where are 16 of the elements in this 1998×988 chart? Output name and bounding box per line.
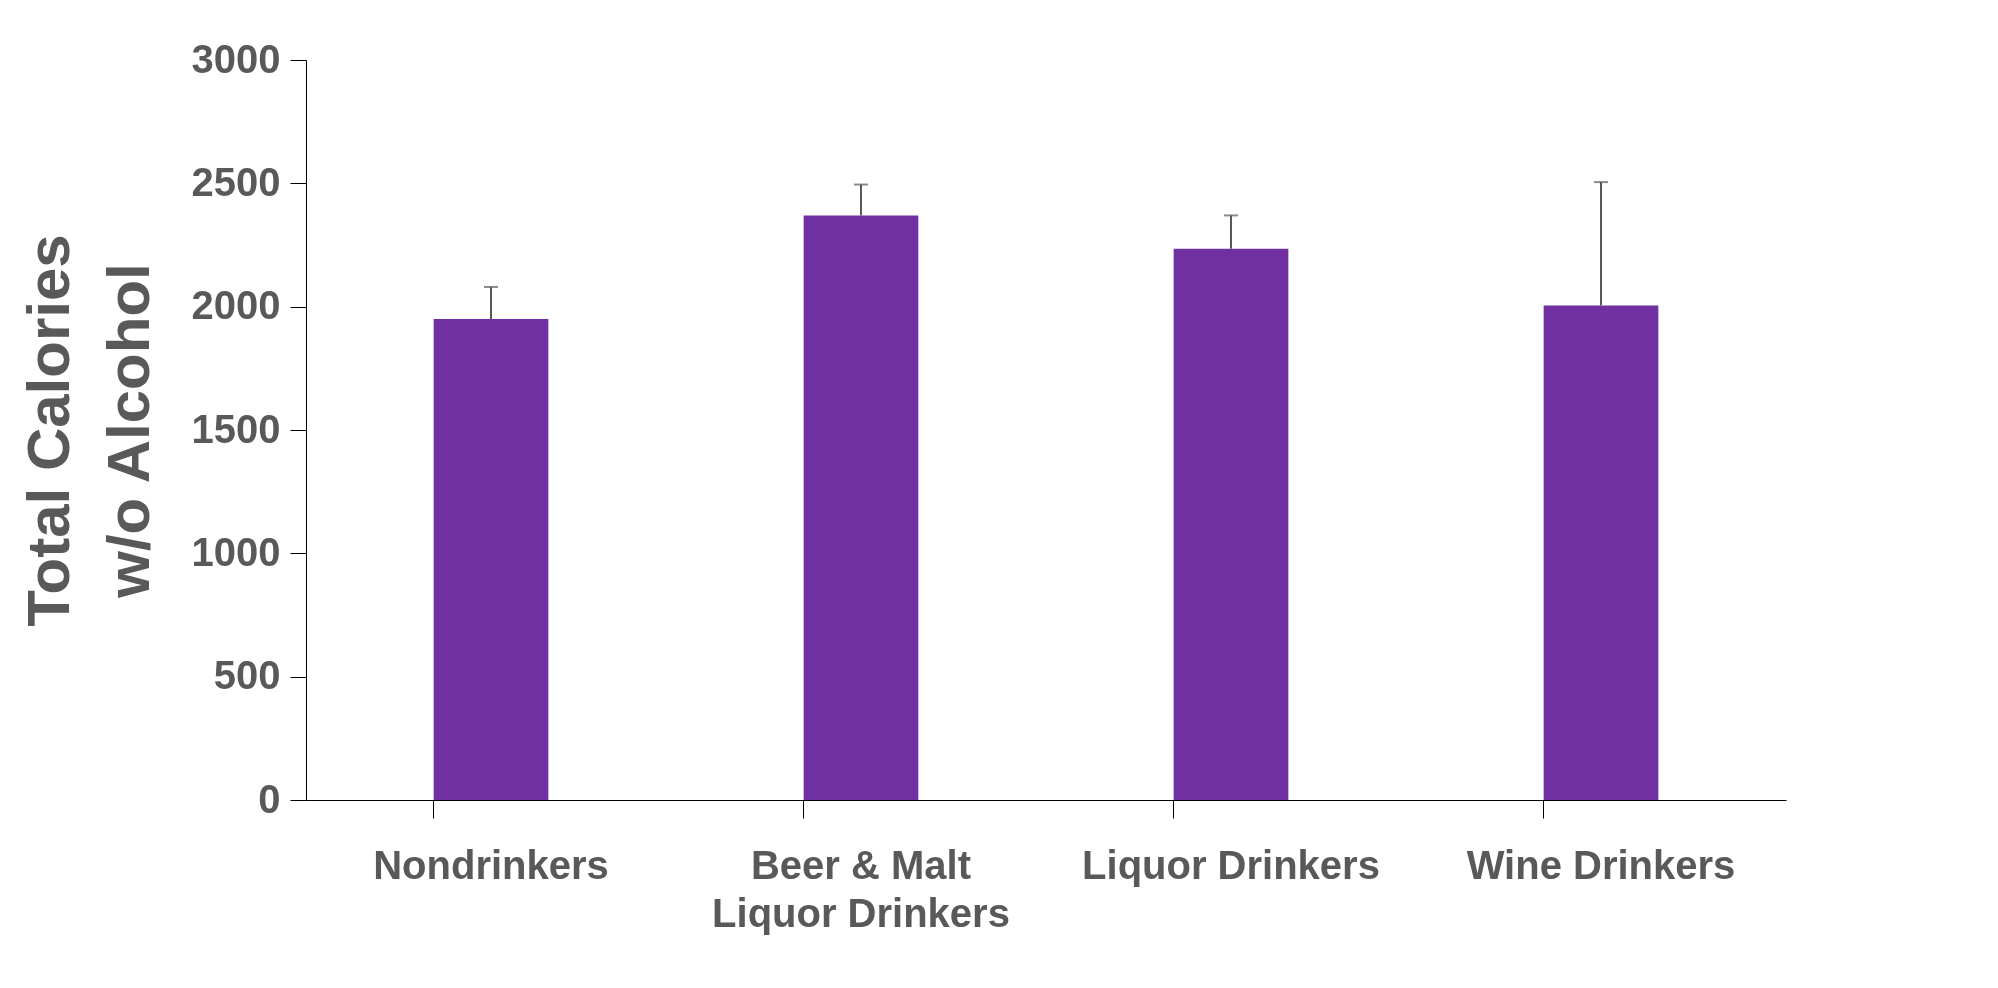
- y-tick-label: 3000: [191, 36, 281, 81]
- y-tick-label: 500: [213, 653, 281, 698]
- y-tick-label: 1000: [191, 529, 281, 574]
- y-tick-label: 0: [258, 776, 281, 821]
- bar: [1173, 248, 1289, 800]
- x-tick-label: Beer & Malt Liquor Drinkers: [712, 842, 1010, 935]
- x-tick-label: Wine Drinkers: [1466, 842, 1736, 887]
- y-tick-label: 2000: [191, 283, 281, 328]
- bar: [433, 319, 549, 800]
- x-tick-label: Nondrinkers: [373, 842, 609, 887]
- bar: [1543, 305, 1659, 800]
- y-tick-label: 1500: [191, 406, 281, 451]
- y-tick-label: 2500: [191, 159, 281, 204]
- y-axis-title: Total Calories w/o Alcohol: [14, 234, 162, 627]
- bar: [803, 215, 919, 800]
- x-tick-label: Liquor Drinkers: [1082, 842, 1380, 887]
